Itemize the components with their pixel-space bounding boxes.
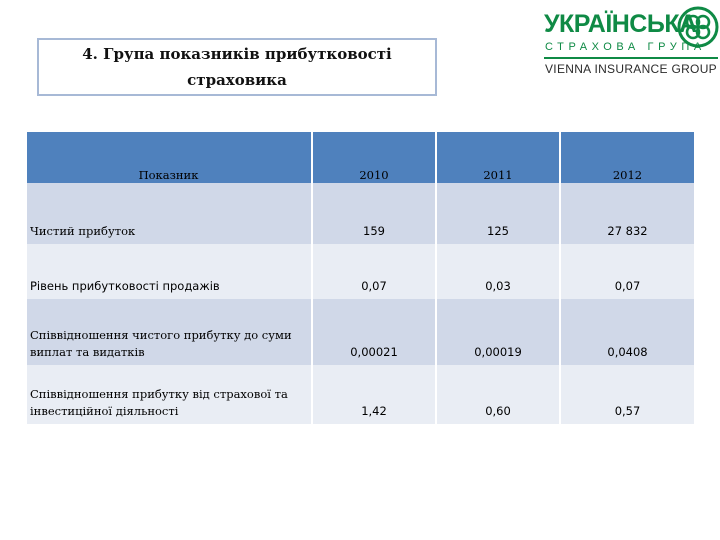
row-value-2011: 0,60 [435,365,560,424]
table-row: Співвідношення прибутку від страхової та… [27,365,694,424]
table-header-row: Показник 2010 2011 2012 [27,132,694,183]
header-cell-2010: 2010 [311,132,436,183]
header-cell-indicator: Показник [27,132,312,183]
header-cell-2011: 2011 [435,132,560,183]
table-row: Рівень прибутковості продажів 0,07 0,03 … [27,244,694,299]
row-label: Рівень прибутковості продажів [27,244,312,299]
row-value-2012: 0,57 [559,365,694,424]
logo-brand-text: УКРАЇНСЬКА [544,10,697,38]
slide-title-line-2: страховика [187,71,287,89]
logo-subtitle: СТРАХОВА ГРУПА [545,41,706,53]
row-value-2010: 1,42 [311,365,436,424]
profitability-table: Показник 2010 2011 2012 Чистий прибуток … [27,132,694,424]
row-label: Чистий прибуток [27,183,312,244]
row-label: Співвідношення чистого прибутку до суми … [27,299,312,365]
header-cell-2012: 2012 [559,132,694,183]
company-logo: УКРАЇНСЬКА СТРАХОВА ГРУПА VIENNA INSURAN… [543,4,719,78]
row-value-2012: 0,07 [559,244,694,299]
row-value-2010: 0,07 [311,244,436,299]
row-value-2011: 0,00019 [435,299,560,365]
logo-divider [544,57,718,59]
row-value-2010: 159 [311,183,436,244]
slide-title-line-1: 4. Група показників прибутковості [82,45,392,63]
logo-group-name: VIENNA INSURANCE GROUP [545,62,717,76]
row-label: Співвідношення прибутку від страхової та… [27,365,312,424]
slide-title-box: 4. Група показників прибутковості страхо… [37,38,437,96]
table-row: Співвідношення чистого прибутку до суми … [27,299,694,365]
table-row: Чистий прибуток 159 125 27 832 [27,183,694,244]
row-value-2010: 0,00021 [311,299,436,365]
row-value-2011: 125 [435,183,560,244]
knot-emblem-icon [677,6,719,48]
row-value-2011: 0,03 [435,244,560,299]
row-value-2012: 0,0408 [559,299,694,365]
row-value-2012: 27 832 [559,183,694,244]
